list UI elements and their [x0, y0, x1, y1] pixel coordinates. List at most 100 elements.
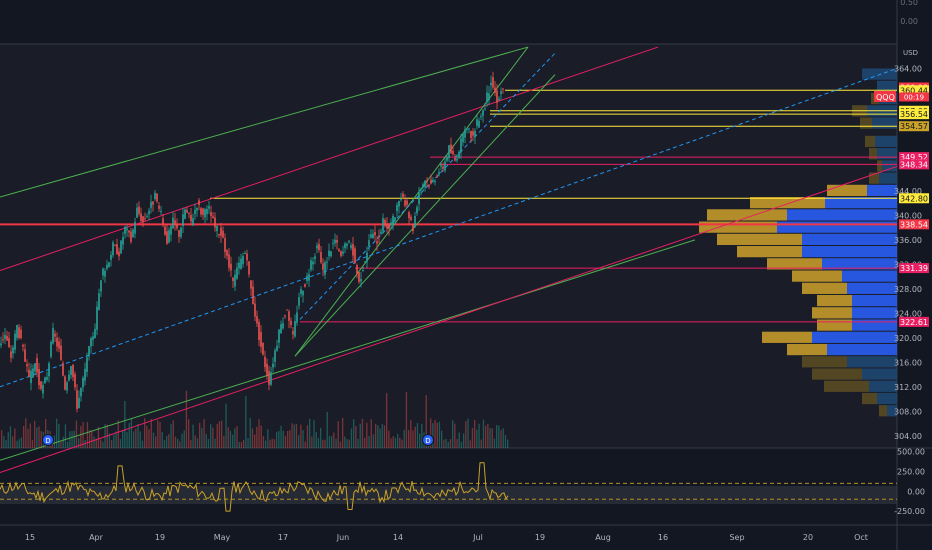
price-marker-bg [899, 219, 929, 230]
volume-profile-down [862, 68, 897, 80]
volume-bar [320, 427, 322, 448]
candle-body [98, 293, 100, 311]
candle-body [364, 261, 366, 263]
volume-bar [89, 430, 91, 448]
candle-body [128, 230, 130, 233]
volume-profile-up [792, 270, 842, 282]
candle-body [398, 200, 400, 207]
candle-body [228, 254, 230, 268]
candle-body [76, 390, 78, 410]
candle-body [248, 261, 250, 275]
candle-body [12, 347, 14, 354]
volume-profile-down [877, 80, 897, 92]
volume-profile-up [879, 405, 887, 417]
candle-body [404, 200, 406, 206]
volume-bar [306, 425, 309, 448]
time-tick-label: 19 [535, 533, 545, 542]
candle-body [74, 374, 76, 388]
volume-bar [188, 419, 190, 448]
candle-body [130, 231, 132, 242]
volume-bar [377, 425, 379, 448]
dividend-marker-icon[interactable] [42, 434, 54, 446]
volume-profile-up [699, 221, 777, 233]
volume-bar [405, 391, 408, 448]
volume-bar [78, 438, 80, 448]
candle-body [226, 250, 228, 256]
volume-bar [280, 425, 282, 448]
volume-bar [258, 419, 260, 448]
price-marker-label: 342.80 [900, 194, 928, 203]
candle-body [194, 209, 196, 214]
volume-bar [357, 438, 359, 448]
candle-body [314, 256, 316, 259]
volume-bar [410, 420, 412, 448]
candle-body [308, 274, 310, 281]
candle-body [306, 275, 308, 281]
volume-bar [346, 439, 348, 448]
candle-body [80, 388, 82, 397]
volume-bar [91, 430, 93, 448]
volume-bar [467, 418, 469, 448]
volume-bar [16, 440, 18, 448]
volume-profile-down [862, 368, 897, 380]
volume-bar [3, 436, 5, 448]
candle-body [388, 224, 390, 229]
candle-body [358, 272, 360, 282]
volume-bar [463, 433, 465, 448]
candle-body [56, 337, 58, 347]
currency-label: USD [903, 49, 918, 57]
candle-body [454, 157, 456, 161]
time-tick-label: May [214, 533, 231, 542]
candle-body [142, 216, 144, 222]
candle-body [158, 205, 160, 209]
volume-bar [471, 428, 474, 448]
volume-bar [282, 430, 284, 448]
candle-body [90, 338, 92, 347]
candle-body [30, 370, 32, 384]
volume-bar [496, 424, 498, 448]
volume-bar [403, 429, 405, 448]
volume-bar [201, 427, 203, 448]
volume-bar [205, 433, 207, 448]
candle-body [84, 368, 86, 381]
candle-body [38, 368, 40, 386]
volume-profile-down [869, 380, 897, 392]
volume-bar [474, 419, 476, 448]
volume-bar [436, 422, 438, 448]
volume-bar [368, 436, 370, 448]
candle-body [360, 279, 362, 282]
price-marker-label: 356.54 [900, 110, 928, 119]
volume-bar [84, 440, 86, 448]
volume-profile-down [777, 221, 897, 233]
candle-body [246, 253, 248, 261]
volume-bar [34, 420, 36, 448]
candle-body [416, 207, 418, 214]
candle-body [18, 327, 20, 339]
volume-bar [491, 428, 493, 448]
price-tick-label: 324.00 [894, 309, 922, 318]
volume-bar [390, 438, 392, 448]
dividend-marker-icon[interactable] [422, 434, 434, 446]
candle-body [274, 350, 276, 362]
volume-bar [287, 430, 289, 448]
volume-bar [386, 393, 388, 448]
volume-bar [135, 428, 137, 448]
candle-body [336, 239, 338, 243]
volume-bar [183, 430, 185, 448]
volume-bar [12, 436, 14, 448]
volume-profile-up [877, 160, 882, 172]
price-axis: 500.00 250.00 0.00 -250.00 304.00 308.00 312.0… [894, 0, 925, 516]
candle-body [318, 243, 320, 251]
candle-body [28, 369, 30, 377]
candle-body [370, 234, 372, 238]
volume-bar [159, 422, 161, 448]
volume-bar [18, 439, 20, 448]
price-tick-label: 344.00 [894, 187, 922, 196]
price-tick-label-zero: 0.00 [900, 17, 918, 26]
candle-body [188, 212, 190, 215]
candle-body [240, 258, 242, 269]
candle-body [196, 207, 198, 211]
volume-bar [394, 437, 397, 448]
